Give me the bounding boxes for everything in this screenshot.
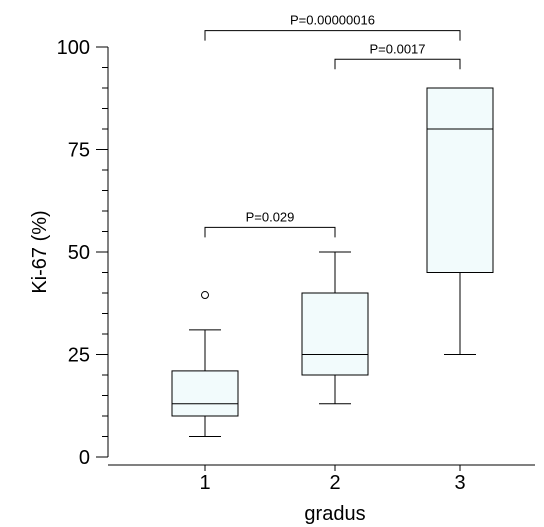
p-value-label: P=0.029 xyxy=(246,209,295,224)
p-value-label: P=0.0017 xyxy=(369,41,425,56)
bracket-line xyxy=(204,30,461,41)
y-axis-title: Ki-67 (%) xyxy=(29,210,51,293)
x-tick-label: 1 xyxy=(199,472,210,494)
y-axis: 0 25 50 75 100 xyxy=(57,37,109,469)
x-axis-title: gradus xyxy=(304,503,365,525)
y-tick-label: 100 xyxy=(57,37,90,59)
bracket-1-2: P=0.029 xyxy=(204,209,336,238)
y-tick-label: 0 xyxy=(79,447,90,469)
y-tick-label: 50 xyxy=(68,242,90,264)
outlier-point xyxy=(201,291,209,300)
box-group xyxy=(171,87,494,437)
x-axis: 1 2 3 xyxy=(108,464,535,494)
bracket-line xyxy=(334,58,461,70)
box-1 xyxy=(171,291,239,437)
bracket-1-3: P=0.00000016 xyxy=(204,13,461,41)
x-tick-label: 2 xyxy=(329,472,340,494)
y-tick-label: 25 xyxy=(68,345,90,367)
x-tick-label: 3 xyxy=(454,472,465,494)
bracket-2-3: P=0.0017 xyxy=(334,41,461,70)
significance-brackets: P=0.029 P=0.0017 P=0.00000016 xyxy=(204,13,461,238)
box-rect xyxy=(301,292,369,376)
box-2 xyxy=(301,251,369,405)
box-rect xyxy=(171,370,239,417)
box-3 xyxy=(426,87,494,355)
bracket-line xyxy=(204,226,336,238)
y-tick-label: 75 xyxy=(68,140,90,162)
box-rect xyxy=(426,87,494,273)
p-value-label: P=0.00000016 xyxy=(290,13,375,28)
